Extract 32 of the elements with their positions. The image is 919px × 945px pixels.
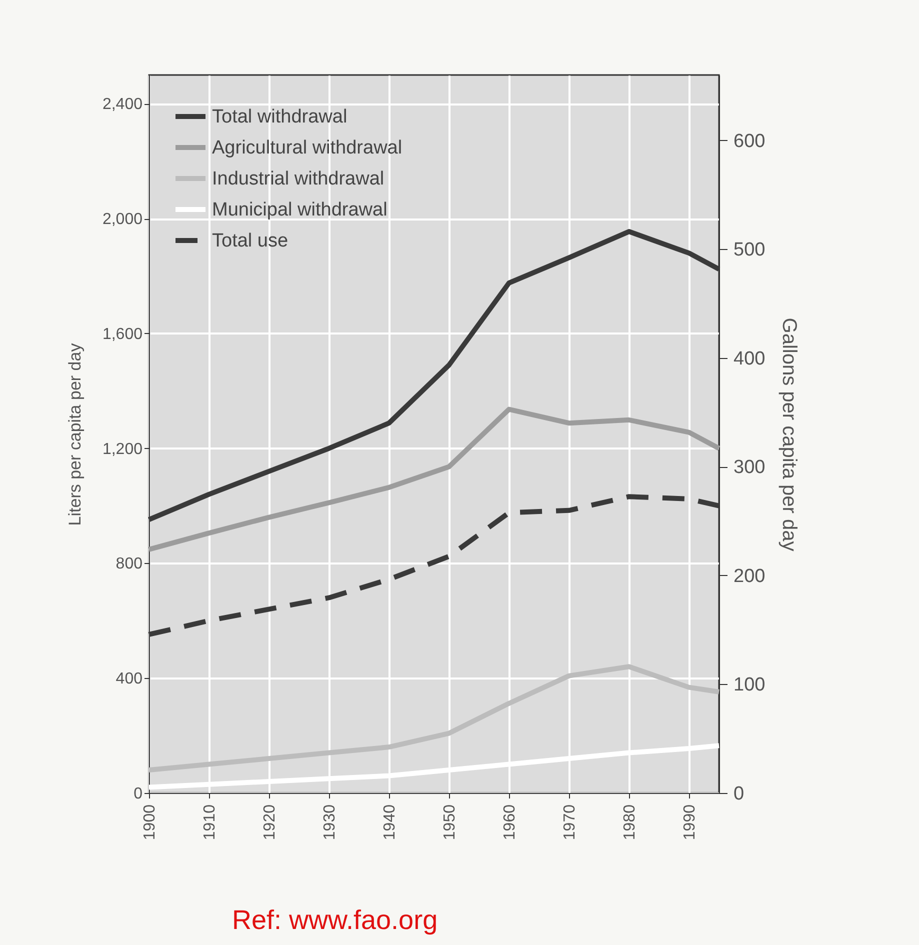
y2-tick-label: 400 [734, 348, 766, 370]
y2-tick-label: 600 [734, 130, 766, 152]
legend-label: Total withdrawal [212, 106, 348, 128]
x-tick-label: 1940 [382, 804, 398, 840]
y-tick-label: 800 [116, 556, 143, 573]
y-axis-title: Liters per capita per day [65, 342, 84, 526]
x-tick-label: 1900 [142, 804, 158, 840]
y2-tick-label: 100 [734, 674, 766, 696]
x-tick-label: 1930 [322, 804, 338, 840]
y2-tick-label: 0 [734, 784, 744, 804]
x-tick-label: 1950 [442, 804, 458, 840]
legend-label: Total use [212, 230, 288, 252]
y-tick-label: 0 [134, 786, 143, 802]
legend-label: Municipal withdrawal [212, 200, 388, 220]
y2-tick-label: 500 [734, 240, 766, 261]
y-tick-label: 400 [116, 670, 143, 688]
x-tick-label: 1920 [262, 804, 278, 840]
legend-label: Industrial withdrawal [212, 168, 384, 190]
x-tick-label: 1990 [682, 804, 698, 840]
y2-axis-title: Gallons per capita per day [778, 318, 800, 552]
y2-tick-label: 300 [734, 457, 766, 478]
x-tick-label: 1970 [562, 804, 578, 840]
x-tick-label: 1960 [502, 804, 518, 840]
text: Ref: www.fao.org [232, 905, 438, 936]
x-tick-label: 1980 [622, 804, 638, 840]
y-tick-label: 2,000 [102, 211, 143, 228]
y-tick-label: 1,600 [102, 326, 143, 343]
y2-tick-label: 200 [734, 566, 766, 587]
y-tick-label: 2,400 [102, 96, 143, 114]
legend-label: Agricultural withdrawal [212, 138, 402, 158]
x-tick-label: 1910 [202, 804, 218, 840]
y-tick-label: 1,200 [102, 440, 143, 458]
